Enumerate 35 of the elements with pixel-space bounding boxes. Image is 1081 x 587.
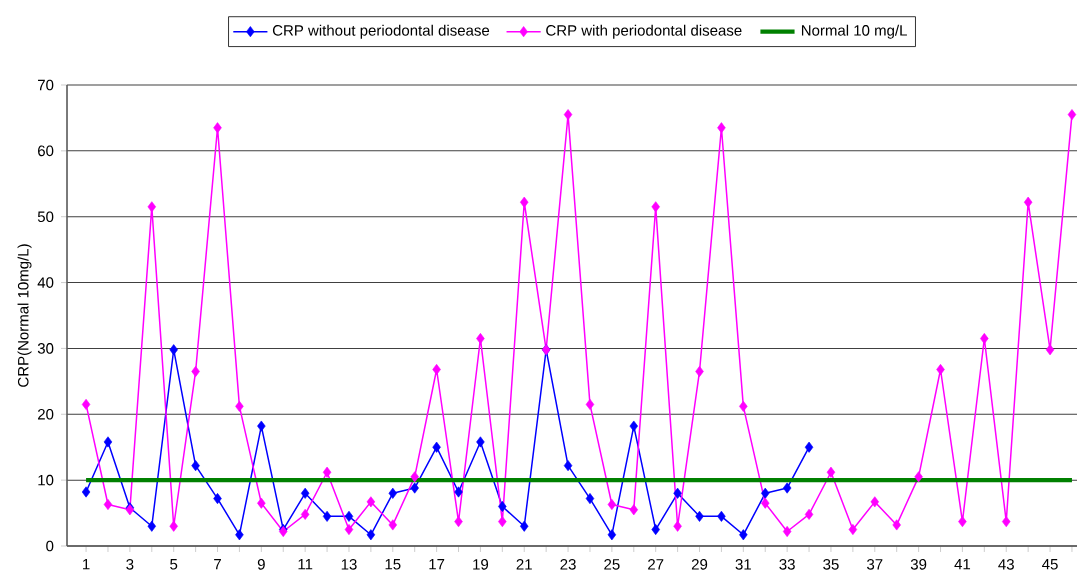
x-tick-label: 37 — [867, 559, 883, 570]
x-tick-label: 19 — [473, 559, 489, 570]
x-tick-label: 23 — [560, 559, 576, 570]
x-tick-label: 39 — [910, 559, 927, 570]
legend-label: CRP without periodontal disease — [272, 24, 490, 39]
y-tick-label: 0 — [46, 540, 54, 552]
legend-label: Normal 10 mg/L — [801, 24, 907, 39]
x-tick-label: 41 — [954, 559, 971, 570]
x-tick-label: 13 — [341, 559, 357, 570]
x-tick-label: 5 — [170, 559, 178, 570]
x-tick-label: 43 — [998, 559, 1014, 570]
x-tick-label: 45 — [1042, 559, 1058, 570]
x-tick-label: 9 — [257, 559, 265, 570]
x-tick-label: 7 — [214, 559, 221, 570]
y-tick-label: 40 — [37, 277, 54, 288]
x-tick-label: 33 — [779, 559, 795, 570]
y-tick-label: 50 — [37, 211, 54, 223]
y-tick-label: 60 — [38, 145, 54, 157]
y-tick-label: 70 — [38, 79, 54, 91]
y-tick-label: 10 — [38, 474, 54, 486]
x-tick-label: 15 — [385, 559, 401, 570]
x-tick-label: 27 — [648, 559, 664, 570]
x-tick-label: 31 — [735, 559, 751, 570]
x-tick-label: 25 — [604, 559, 620, 570]
x-tick-label: 1 — [83, 559, 90, 570]
y-tick-label: 20 — [38, 408, 54, 420]
x-tick-label: 17 — [429, 559, 445, 570]
x-tick-label: 21 — [516, 559, 532, 570]
x-tick-label: 3 — [126, 559, 134, 570]
y-tick-label: 30 — [37, 343, 54, 354]
y-axis-title: CRP(Normal 10mg/L) — [17, 244, 32, 387]
x-tick-label: 29 — [691, 559, 708, 570]
x-tick-label: 35 — [823, 559, 839, 570]
x-tick-label: 11 — [298, 559, 313, 570]
legend-label: CRP with periodontal disease — [546, 24, 742, 39]
